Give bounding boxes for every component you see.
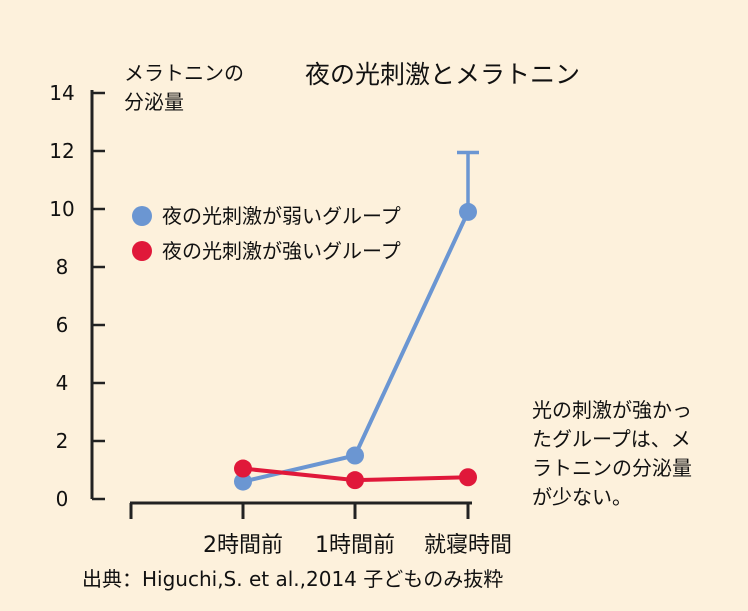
data-point <box>346 471 364 490</box>
series-layer <box>234 150 479 491</box>
data-point <box>459 468 477 487</box>
y-tick-label: 10 <box>49 197 74 221</box>
y-axis-ticks: 0 2 4 6 8 10 12 14 <box>49 81 105 511</box>
legend-marker-strong <box>132 241 152 261</box>
annotation: 光の刺激が強かっ たグループは、メ ラトニンの分泌量 が少ない。 <box>532 398 692 509</box>
data-point <box>459 202 477 221</box>
x-tick-label: 2時間前 <box>203 533 283 558</box>
data-point <box>346 446 364 465</box>
x-axis-ticks: 2時間前 1時間前 就寝時間 <box>129 503 512 558</box>
y-tick-label: 2 <box>56 429 69 453</box>
y-tick-label: 4 <box>56 371 69 395</box>
legend: 夜の光刺激が弱いグループ 夜の光刺激が強いグループ <box>132 204 401 263</box>
y-tick-label: 6 <box>56 313 69 337</box>
legend-marker-weak <box>132 206 152 226</box>
y-tick-label: 12 <box>49 139 74 163</box>
annotation-line-1: 光の刺激が強かっ <box>532 398 692 422</box>
x-tick-label: 1時間前 <box>315 533 395 558</box>
series-strong <box>234 459 477 490</box>
annotation-line-2: たグループは、メ <box>532 427 691 451</box>
annotation-line-4: が少ない。 <box>532 485 632 509</box>
x-tick-label: 就寝時間 <box>424 533 512 558</box>
y-tick-label: 0 <box>56 487 69 511</box>
y-axis-label-line-1: メラトニンの <box>124 61 244 85</box>
source-note: 出典：Higuchi,S. et al.,2014 子どものみ抜粋 <box>82 567 503 591</box>
chart-title: 夜の光刺激とメラトニン <box>305 60 580 89</box>
data-point <box>234 459 252 478</box>
legend-label-strong: 夜の光刺激が強いグループ <box>162 239 401 263</box>
annotation-line-3: ラトニンの分泌量 <box>532 456 692 480</box>
y-axis-label-line-2: 分泌量 <box>124 90 184 114</box>
y-tick-label: 14 <box>49 81 74 105</box>
data-point <box>234 472 252 491</box>
legend-label-weak: 夜の光刺激が弱いグループ <box>162 204 401 228</box>
y-tick-label: 8 <box>56 255 69 279</box>
